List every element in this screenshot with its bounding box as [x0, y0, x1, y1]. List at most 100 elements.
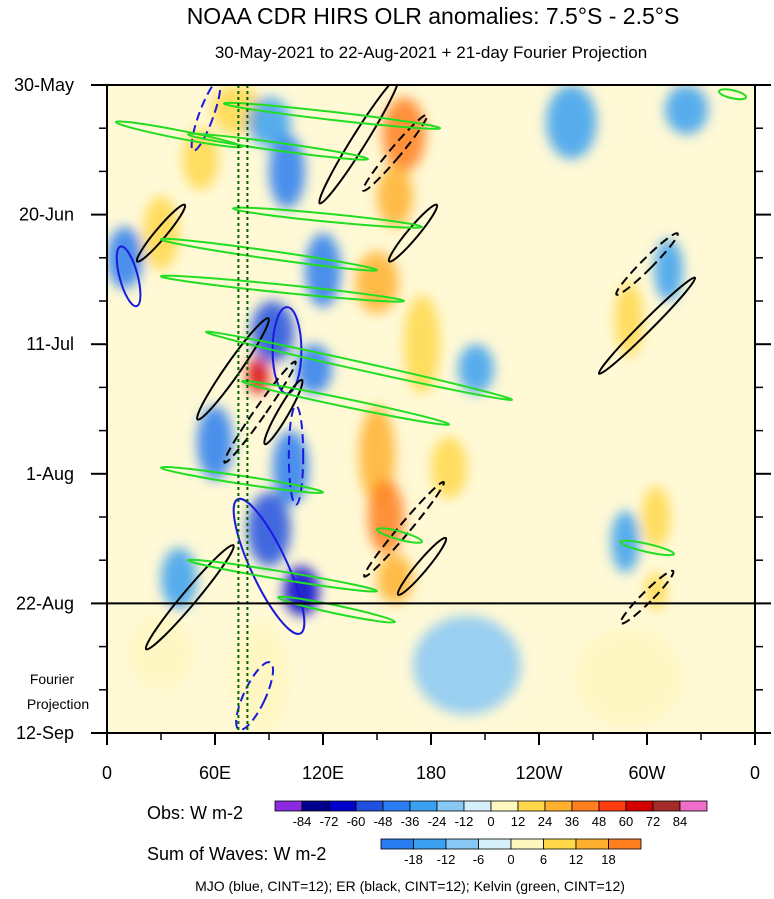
colorbar-swatch: [543, 838, 577, 850]
er-contour: [363, 480, 445, 578]
colorbar-label: 84: [673, 814, 687, 829]
chart-title: NOAA CDR HIRS OLR anomalies: 7.5°S - 2.5…: [187, 3, 680, 29]
y-tick-label: 20-Jun: [19, 205, 74, 225]
kelvin-contour: [240, 379, 451, 426]
colorbar-label: -60: [347, 814, 366, 829]
colorbar-swatch: [274, 800, 303, 812]
colorbar-swatch: [301, 800, 330, 812]
colorbar-swatch: [625, 800, 654, 812]
kelvin-contour: [375, 527, 424, 544]
anomaly-region: [107, 226, 143, 289]
anomaly-region: [143, 196, 179, 271]
anomaly-region: [368, 479, 404, 555]
anomaly-region: [431, 436, 467, 499]
y-tick-label: 30-May: [14, 75, 74, 95]
colorbar-swatch: [652, 800, 681, 812]
colorbar-label: 0: [487, 814, 494, 829]
footer-legend: MJO (blue, CINT=12); ER (black, CINT=12)…: [195, 878, 625, 894]
anomaly-region: [377, 165, 413, 227]
er-contour: [318, 85, 400, 205]
waves-colorbar-title: Sum of Waves: W m-2: [147, 844, 326, 864]
x-tick-label: 60W: [628, 763, 665, 783]
colorbar-swatch: [490, 800, 519, 812]
colorbar-swatch: [544, 800, 573, 812]
y-axis: 30-May 20-Jun 11-Jul 1-Aug 22-Aug 12-Sep: [14, 75, 771, 743]
er-contour: [223, 360, 297, 464]
colorbar-swatch: [382, 800, 411, 812]
obs-colorbar: -84 -72 -60 -48 -36 -24 -12 0 12 24 36 48 60 72 84: [274, 800, 708, 829]
er-contour: [387, 203, 439, 263]
kelvin-contour: [159, 274, 406, 303]
colorbar-label: 48: [592, 814, 606, 829]
anomaly-region: [458, 344, 494, 394]
colorbar-swatch: [598, 800, 627, 812]
x-tick-label: 0: [102, 763, 112, 783]
x-tick-label: 0: [750, 763, 760, 783]
colorbar-swatch: [463, 800, 492, 812]
anomaly-region: [231, 621, 289, 733]
colorbar-swatch: [380, 838, 414, 850]
mjo-reference-lines: [237, 85, 249, 733]
colorbar-swatch: [608, 838, 642, 850]
y-tick-label: 22-Aug: [16, 593, 74, 613]
x-tick-label: 60E: [199, 763, 231, 783]
kelvin-contour: [717, 88, 748, 101]
mjo-contour: [115, 245, 142, 308]
anomaly-region: [404, 294, 440, 394]
colorbar-label: -12: [437, 852, 456, 867]
projection-label-line2: Projection: [27, 696, 89, 712]
kelvin-contour: [618, 539, 676, 557]
colorbar-label: -24: [428, 814, 447, 829]
chart-subtitle: 30-May-2021 to 22-Aug-2021 + 21-day Four…: [215, 43, 647, 62]
projection-label-line1: Fourier: [30, 671, 75, 687]
colorbar-label: 60: [619, 814, 633, 829]
er-contours: [135, 85, 697, 651]
colorbar-swatch: [328, 800, 357, 812]
x-tick-label: 120E: [302, 763, 344, 783]
x-tick-label: 180: [416, 763, 446, 783]
colorbar-label: 12: [511, 814, 525, 829]
anomaly-region: [128, 615, 194, 690]
anomaly-region: [296, 344, 332, 394]
mjo-contour: [235, 661, 275, 731]
colorbar-label: 12: [569, 852, 583, 867]
colorbar-label: 6: [540, 852, 547, 867]
colorbar-swatch: [517, 800, 546, 812]
anomaly-region: [665, 85, 709, 135]
colorbar-swatch: [571, 800, 600, 812]
anomaly-region: [575, 628, 683, 727]
colorbar-label: 18: [601, 852, 615, 867]
anomaly-region: [654, 239, 683, 301]
er-contour: [144, 544, 235, 651]
anomaly-region: [413, 615, 521, 715]
colorbar-label: 24: [538, 814, 552, 829]
colorbar-label: 72: [646, 814, 660, 829]
colorbar-label: -84: [293, 814, 312, 829]
kelvin-contour: [231, 206, 424, 229]
colorbar-label: 36: [565, 814, 579, 829]
waves-colorbar: -18 -12 -6 0 6 12 18: [380, 838, 642, 867]
colorbar-swatch: [409, 800, 438, 812]
er-contour: [597, 276, 697, 375]
er-contour: [396, 536, 448, 596]
kelvin-contour: [186, 558, 379, 593]
colorbar-label: -36: [401, 814, 420, 829]
colorbar-swatch: [413, 838, 447, 850]
anomaly-region: [645, 572, 667, 610]
colorbar-swatch: [436, 800, 465, 812]
kelvin-contour: [159, 466, 325, 494]
kelvin-contour: [276, 595, 397, 624]
anomaly-region: [377, 554, 413, 604]
er-contour: [361, 113, 429, 192]
anomaly-region: [546, 85, 597, 160]
kelvin-contour: [159, 237, 379, 272]
y-tick-label: 11-Jul: [26, 334, 74, 354]
kelvin-contour: [114, 120, 244, 149]
colorbar-swatch: [575, 838, 609, 850]
kelvin-contour: [186, 132, 370, 161]
anomaly-region: [611, 510, 640, 573]
obs-colorbar-title: Obs: W m-2: [147, 803, 243, 823]
colorbar-label: -18: [404, 852, 423, 867]
x-axis: 0 60E 120E 180 120W 60W 0: [102, 733, 760, 783]
